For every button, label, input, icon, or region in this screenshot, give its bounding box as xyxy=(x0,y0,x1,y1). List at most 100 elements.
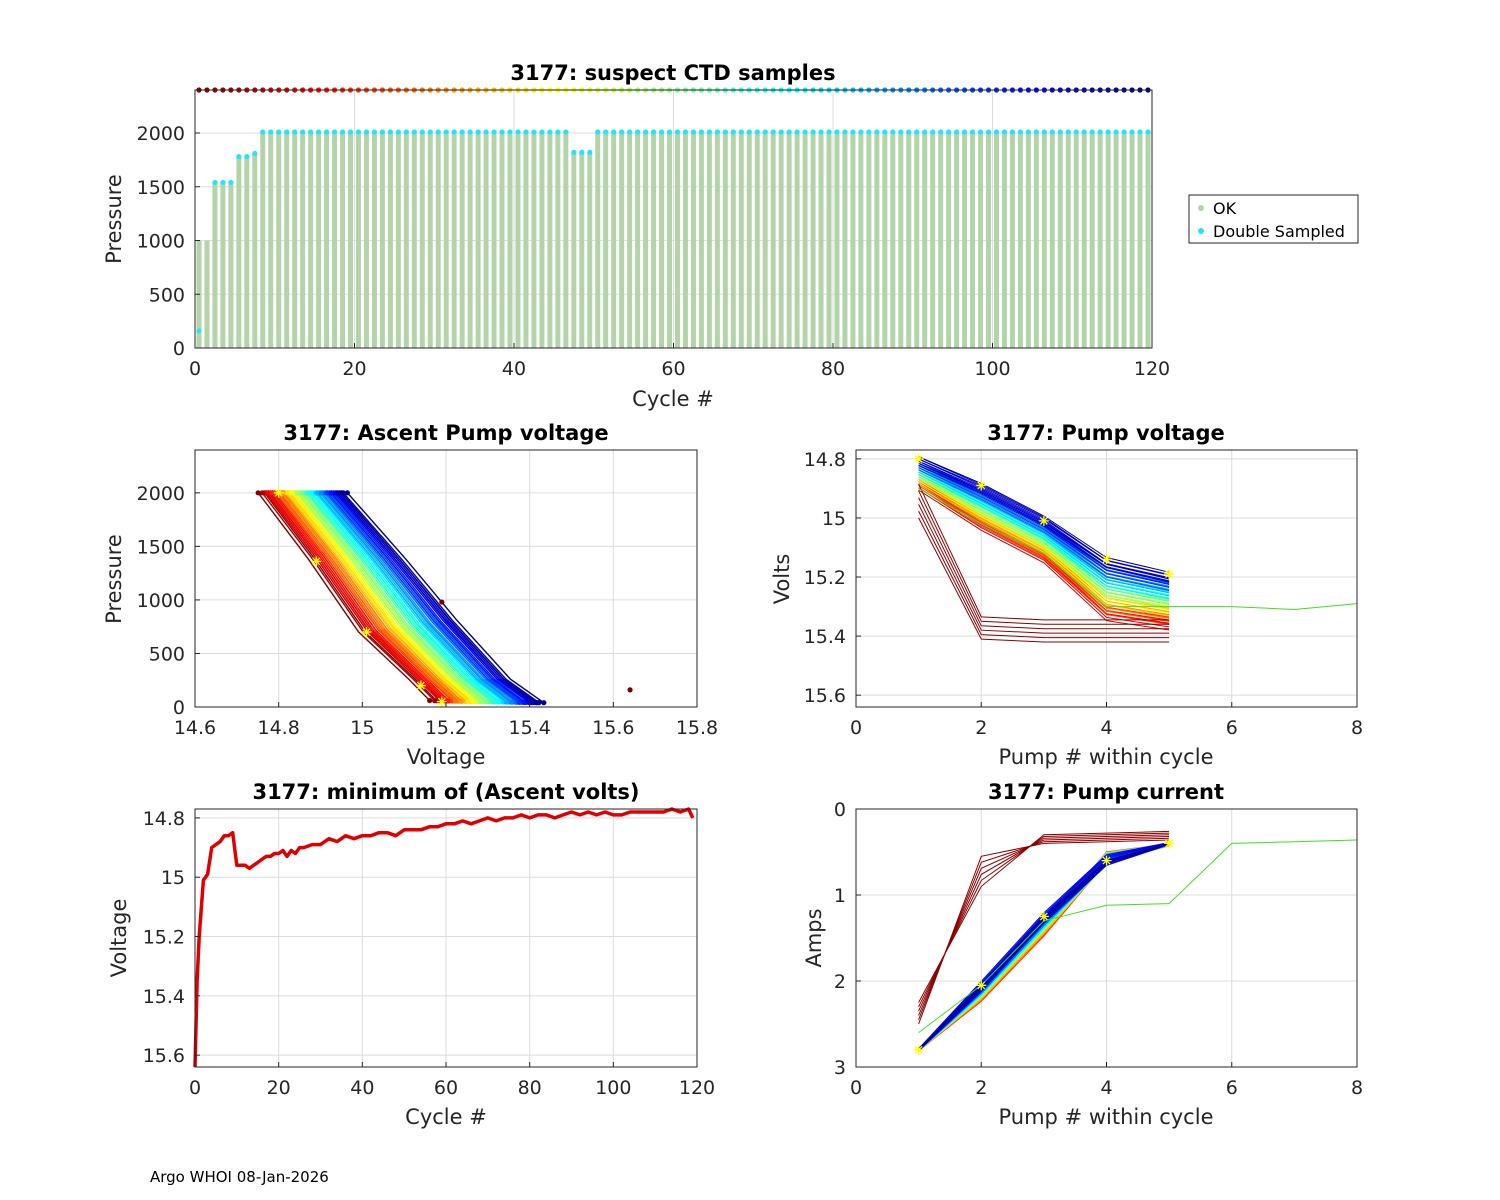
double-sampled-point xyxy=(810,129,816,135)
ascent-profile-line xyxy=(275,492,453,702)
pumpi-ylabel: Amps xyxy=(802,908,826,967)
x-tick-label: 2 xyxy=(975,1077,987,1099)
pump-voltage-line xyxy=(918,487,1170,625)
pump-voltage-line xyxy=(918,473,1170,600)
double-sampled-point xyxy=(563,129,569,135)
ascent-profile-line xyxy=(316,492,507,703)
double-sampled-point xyxy=(1081,129,1087,135)
double-sampled-point xyxy=(985,129,992,135)
double-sampled-point xyxy=(1065,129,1071,135)
x-tick-label: 15.8 xyxy=(676,717,718,739)
x-tick-label: 80 xyxy=(821,358,845,380)
pump-voltage-line xyxy=(918,467,1170,591)
ascent-top-point xyxy=(478,698,484,705)
pump-voltage-line xyxy=(918,469,1170,594)
double-sampled-point xyxy=(770,129,776,135)
ascent-top-point xyxy=(534,700,540,706)
y-tick-label: 15 xyxy=(822,508,846,530)
minv-ticks: 0 20 40 60 80 100 120 14.8 15 15.2 15.4 15.6 xyxy=(143,808,715,1099)
y-tick-label: 0 xyxy=(834,799,846,821)
double-sampled-point xyxy=(890,129,896,135)
panel-ascent-voltage: 14.6 14.8 15 15.2 15.4 15.6 15.8 0 500 1000 1500 20… xyxy=(102,421,718,769)
ascent-profile-line xyxy=(299,492,484,703)
double-sampled-point xyxy=(1089,129,1095,135)
pump-voltage-line xyxy=(918,478,1170,611)
double-sampled-point xyxy=(730,129,736,135)
ascent-bottom-point xyxy=(318,490,324,496)
y-tick-label: 0 xyxy=(173,338,185,360)
pumpv-star-marker xyxy=(1038,515,1049,526)
double-sampled-point xyxy=(674,129,681,135)
double-sampled-point xyxy=(658,129,665,135)
double-sampled-point xyxy=(547,129,553,135)
ascent-star-marker xyxy=(361,627,372,638)
ascent-ylabel: Pressure xyxy=(102,534,126,624)
pump-current-line xyxy=(918,844,1170,1052)
ascent-profile-line xyxy=(323,492,514,703)
double-sampled-point xyxy=(627,129,633,135)
x-tick-label: 60 xyxy=(434,1077,458,1099)
ascent-profile-line xyxy=(303,492,489,703)
ascent-profile-line xyxy=(342,492,540,704)
y-tick-label: 14.8 xyxy=(143,808,185,830)
ascent-profile-line xyxy=(319,492,509,703)
ascent-bottom-point xyxy=(299,490,305,496)
y-tick-label: 0 xyxy=(173,697,185,719)
ascent-bottom-point xyxy=(334,490,340,496)
double-sampled-point xyxy=(922,129,928,135)
ascent-top-point xyxy=(427,697,433,704)
double-sampled-point xyxy=(1041,129,1047,135)
pump-voltage-line xyxy=(918,473,1170,602)
y-tick-label: 15.2 xyxy=(143,927,185,949)
double-sampled-point xyxy=(938,129,944,135)
pump-voltage-line xyxy=(918,485,1170,622)
ctd-grid xyxy=(194,90,1153,349)
min-voltage-line xyxy=(193,807,695,1068)
ascent-bottom-point xyxy=(338,490,344,496)
double-sampled-point xyxy=(515,129,521,135)
ascent-top-point xyxy=(465,698,471,704)
ascent-profile-line xyxy=(285,492,466,702)
double-sampled-point xyxy=(611,129,617,135)
double-sampled-point xyxy=(1121,129,1127,135)
ascent-profile-line xyxy=(267,492,443,702)
double-sampled-point xyxy=(523,129,529,135)
double-sampled-point xyxy=(682,129,689,135)
y-tick-label: 14.8 xyxy=(804,449,846,471)
x-tick-label: 14.8 xyxy=(258,717,300,739)
ascent-profile-line xyxy=(293,492,476,702)
ascent-profile-line xyxy=(295,492,479,703)
ascent-profile-line xyxy=(313,492,501,703)
pumpi-grid xyxy=(855,808,1358,1068)
double-sampled-point xyxy=(355,129,362,135)
ascent-profile-line xyxy=(305,492,492,703)
ascent-bottom-point xyxy=(289,490,295,496)
double-sampled-point xyxy=(571,149,577,155)
ascent-profile-line xyxy=(310,492,500,703)
pumpi-star-marker xyxy=(1101,855,1112,866)
panel-min-voltage: 0 20 40 60 80 100 120 14.8 15 15.2 15.4 15.6 3177: … xyxy=(107,780,715,1129)
double-sampled-point xyxy=(826,129,832,135)
x-tick-label: 100 xyxy=(595,1077,631,1099)
double-sampled-point xyxy=(1073,129,1079,135)
ascent-bottom-point xyxy=(328,490,334,496)
x-tick-label: 15.4 xyxy=(509,717,551,739)
x-tick-label: 4 xyxy=(1100,717,1112,739)
panel-pump-current: 0 2 4 6 8 0 1 2 3 3177: Pump current Pump # with… xyxy=(802,780,1363,1129)
double-sampled-point xyxy=(954,129,960,135)
ascent-top-point xyxy=(483,699,489,705)
x-tick-label: 15.2 xyxy=(425,717,467,739)
x-tick-label: 40 xyxy=(350,1077,374,1099)
ascent-profile-line xyxy=(326,492,520,703)
double-sampled-point xyxy=(930,129,936,135)
x-tick-label: 20 xyxy=(267,1077,291,1099)
double-sampled-point xyxy=(1033,129,1039,135)
double-sampled-point xyxy=(642,129,649,135)
y-tick-label: 500 xyxy=(149,643,185,665)
double-sampled-point xyxy=(1129,129,1135,135)
x-tick-label: 15.6 xyxy=(592,717,634,739)
early-cycle-line xyxy=(918,830,1170,1003)
y-tick-label: 2 xyxy=(834,971,846,993)
double-sampled-point xyxy=(411,129,417,135)
double-sampled-point xyxy=(212,179,218,186)
